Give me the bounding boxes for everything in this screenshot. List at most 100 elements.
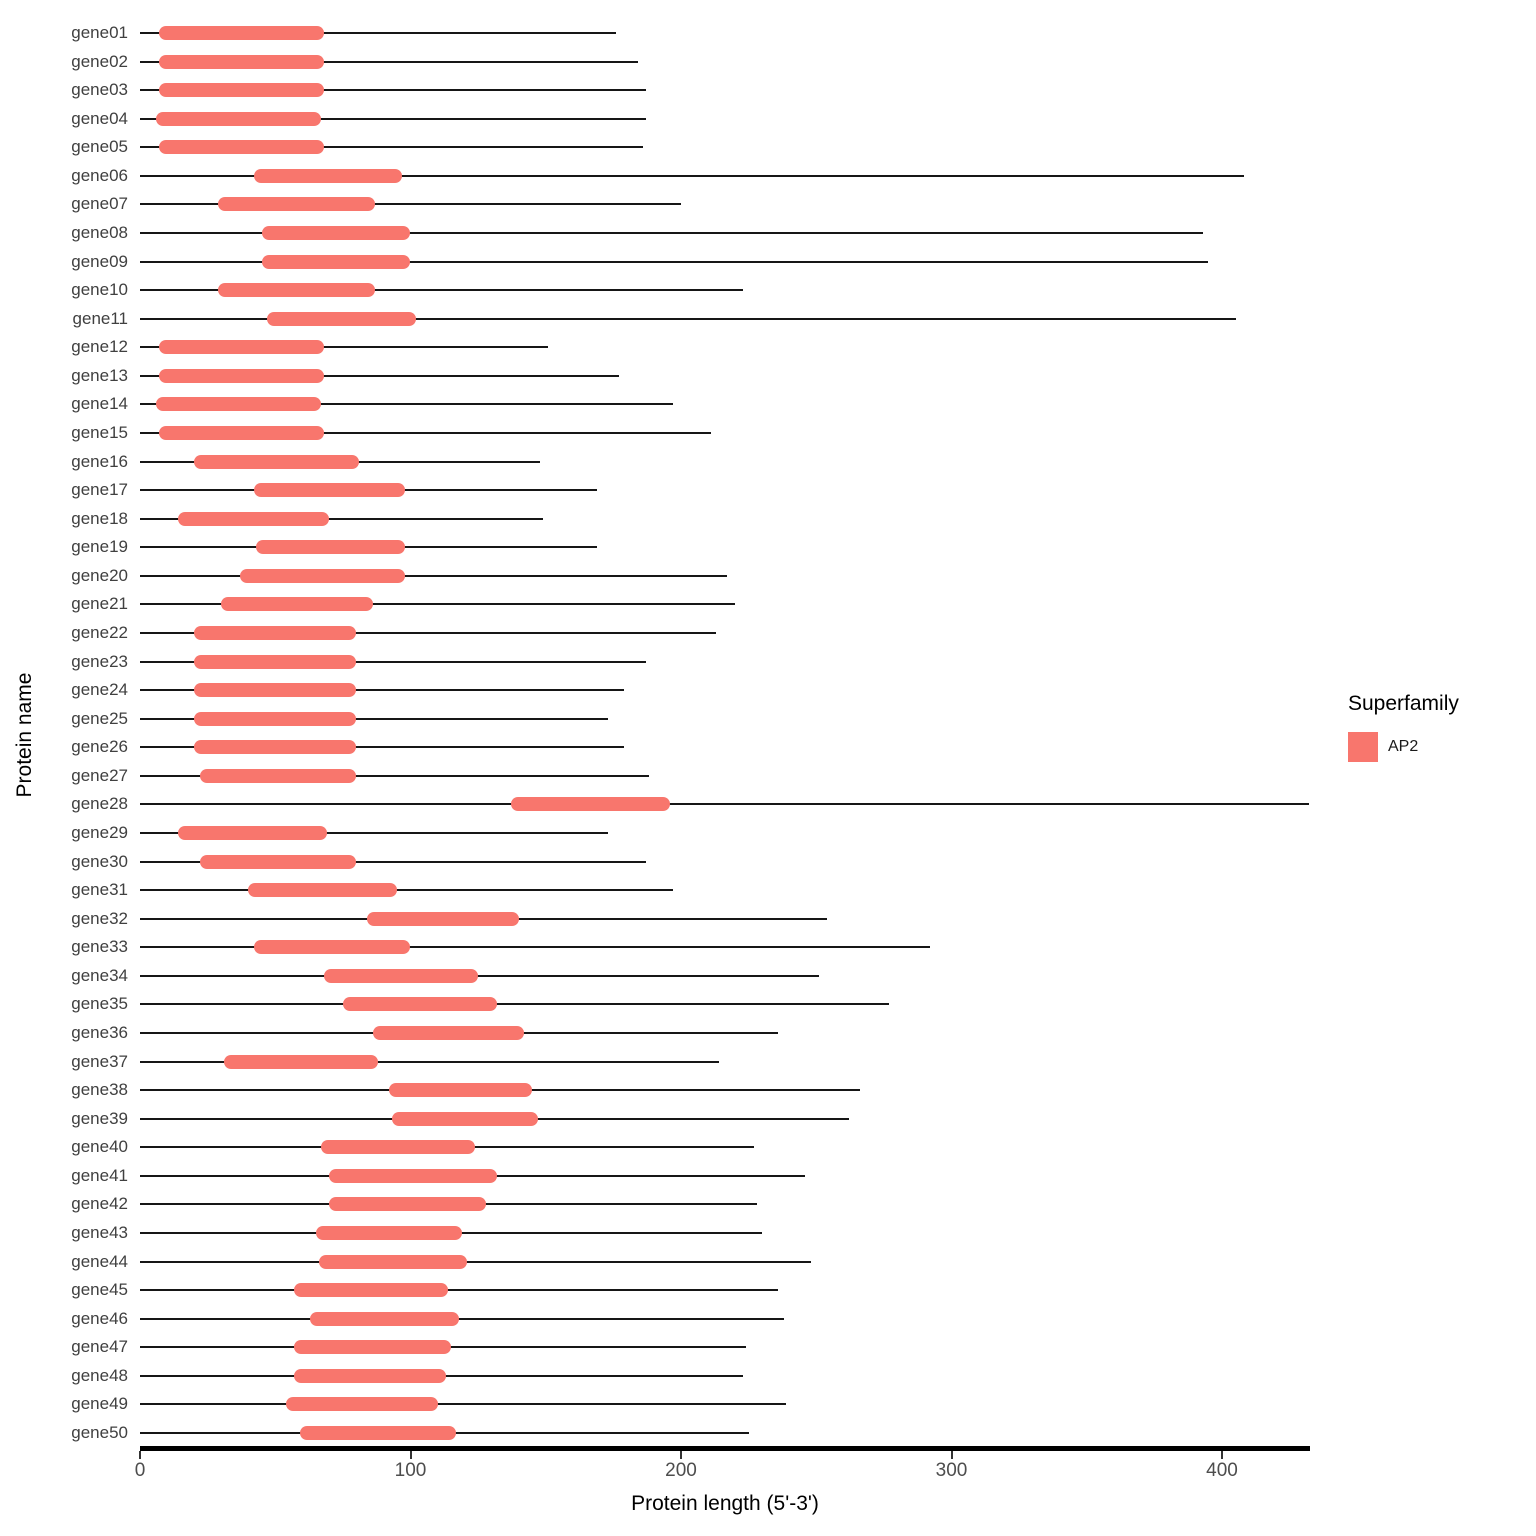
domain-bar-ap2 (194, 740, 357, 755)
gene-label: gene11 (72, 308, 128, 328)
domain-bar-ap2 (294, 1283, 449, 1298)
gene-label: gene44 (71, 1251, 128, 1271)
legend-title: Superfamily (1348, 692, 1459, 715)
gene-label: gene06 (71, 165, 128, 185)
domain-bar-ap2 (256, 540, 406, 555)
protein-chain-line (140, 174, 1244, 177)
gene-label: gene10 (71, 280, 128, 300)
protein-chain-line (140, 60, 638, 63)
gene-label: gene29 (71, 823, 128, 842)
domain-bar-ap2 (199, 854, 357, 869)
protein-chain-line (140, 746, 625, 749)
protein-chain-line (140, 374, 619, 377)
domain-bar-ap2 (286, 1397, 438, 1412)
protein-chain-line (140, 1317, 784, 1320)
gene-label: gene50 (71, 1423, 128, 1442)
domain-bar-ap2 (158, 426, 324, 440)
protein-chain-line (140, 803, 1309, 806)
gene-label: gene08 (71, 223, 128, 242)
gene-label: gene04 (71, 108, 128, 128)
gene-label: gene27 (71, 765, 128, 785)
domain-bar-ap2 (156, 111, 322, 126)
protein-chain-line (140, 403, 673, 406)
x-tick-label: 0 (134, 1460, 146, 1481)
gene-label: gene23 (71, 651, 128, 671)
gene-label: gene15 (71, 423, 128, 442)
protein-chain-line (140, 517, 544, 520)
gene-label: gene39 (71, 1108, 128, 1128)
protein-chain-line (140, 346, 549, 349)
domain-bar-ap2 (388, 1083, 533, 1098)
gene-label: gene38 (71, 1080, 128, 1100)
protein-chain-line (140, 146, 644, 149)
gene-label: gene02 (71, 51, 128, 71)
domain-bar-ap2 (194, 454, 360, 469)
protein-chain-line (140, 574, 727, 577)
gene-label: gene34 (71, 965, 128, 985)
legend-swatch-ap2 (1348, 732, 1378, 762)
protein-chain-line (140, 832, 608, 834)
gene-label: gene07 (71, 194, 128, 214)
protein-chain-line (140, 774, 649, 777)
domain-bar-ap2 (253, 483, 406, 498)
domain-bar-ap2 (177, 826, 327, 840)
domain-bar-ap2 (218, 197, 376, 212)
protein-chain-line (140, 689, 625, 692)
gene-label: gene22 (71, 623, 128, 642)
gene-label: gene01 (71, 23, 128, 42)
domain-bar-ap2 (158, 54, 324, 69)
gene-label: gene46 (71, 1308, 128, 1328)
domain-bar-ap2 (299, 1426, 457, 1440)
domain-bar-ap2 (261, 226, 411, 240)
domain-bar-ap2 (367, 911, 519, 926)
protein-chain-line (140, 603, 736, 606)
protein-chain-line (140, 889, 673, 892)
gene-label: gene47 (71, 1337, 128, 1357)
x-tick-mark (950, 1451, 953, 1459)
legend-entry: AP2 (1348, 732, 1459, 762)
x-axis-title: Protein length (5'-3') (631, 1492, 819, 1515)
legend: Superfamily AP2 (1348, 692, 1459, 762)
domain-bar-ap2 (199, 768, 357, 783)
gene-label: gene18 (71, 508, 128, 528)
protein-chain-line (140, 717, 608, 720)
protein-chain-line (140, 203, 681, 206)
domain-bar-ap2 (310, 1311, 460, 1326)
protein-chain-line (140, 1260, 811, 1263)
domain-bar-ap2 (158, 140, 324, 155)
domain-bar-ap2 (318, 1254, 468, 1269)
x-tick-mark (1221, 1451, 1223, 1459)
gene-label: gene45 (71, 1280, 128, 1300)
domain-bar-ap2 (218, 283, 376, 298)
x-tick-label: 300 (935, 1460, 968, 1481)
gene-label: gene05 (71, 137, 128, 157)
protein-chain-line (140, 260, 1209, 263)
domain-bar-ap2 (261, 254, 411, 269)
gene-label: gene37 (71, 1051, 128, 1071)
protein-chain-line (140, 432, 711, 434)
gene-label: gene25 (71, 708, 128, 728)
gene-label: gene36 (71, 1023, 128, 1042)
protein-chain-line (140, 117, 646, 120)
gene-label: gene48 (71, 1365, 128, 1385)
protein-chain-line (140, 289, 744, 292)
gene-label: gene40 (71, 1137, 128, 1157)
x-tick-label: 200 (665, 1460, 697, 1481)
domain-bar-ap2 (253, 940, 411, 955)
gene-label: gene30 (71, 851, 128, 871)
domain-bar-ap2 (329, 1197, 487, 1212)
domain-bar-ap2 (267, 311, 416, 326)
domain-bar-ap2 (194, 654, 357, 669)
x-axis-line (140, 1446, 1310, 1451)
domain-bar-ap2 (294, 1368, 446, 1383)
gene-label: gene12 (71, 337, 128, 357)
domain-bar-ap2 (329, 1168, 498, 1183)
gene-label: gene19 (71, 537, 128, 557)
gene-label: gene20 (71, 565, 128, 585)
gene-label: gene49 (71, 1394, 128, 1414)
domain-bar-ap2 (194, 683, 357, 698)
domain-bar-ap2 (248, 883, 397, 898)
domain-bar-ap2 (223, 1054, 379, 1069)
gene-label: gene26 (71, 737, 128, 757)
